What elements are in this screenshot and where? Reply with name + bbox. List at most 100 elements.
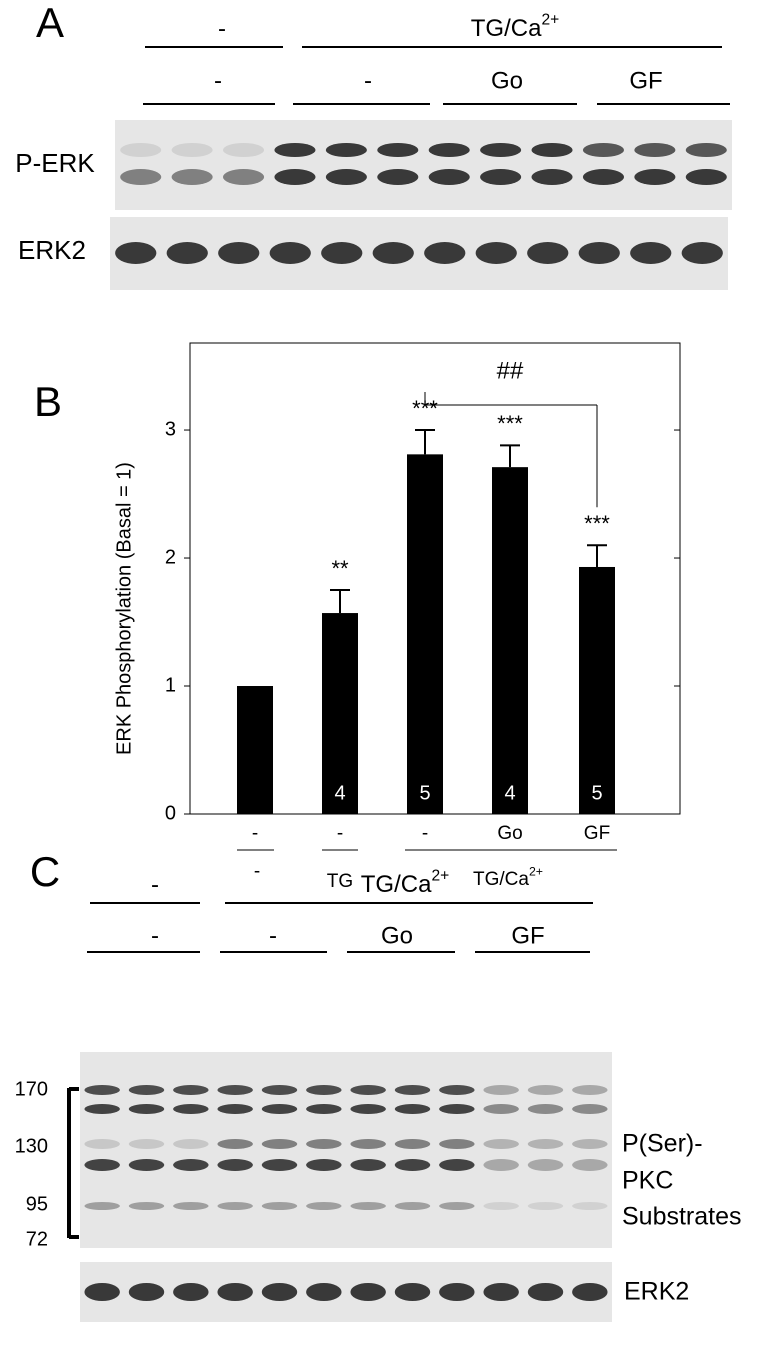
y-tick-label: 2	[165, 546, 176, 568]
group-label: -	[254, 861, 260, 882]
band	[217, 1159, 253, 1171]
header-label: Go	[491, 67, 523, 94]
blot-pser	[80, 1052, 612, 1248]
band	[480, 143, 522, 157]
header-label-sup: 2+	[431, 868, 449, 885]
band	[483, 1085, 519, 1095]
band	[531, 143, 573, 157]
blot-label: ERK2	[624, 1278, 689, 1306]
band	[572, 1085, 608, 1095]
band	[572, 1283, 608, 1301]
band	[128, 1104, 165, 1114]
header-label-sup: 2+	[541, 12, 559, 29]
band	[394, 1202, 431, 1210]
band	[428, 169, 470, 185]
band	[84, 1104, 120, 1114]
band	[274, 143, 316, 157]
mw-marker-label: 130	[15, 1135, 48, 1157]
band	[128, 1085, 165, 1095]
blot-erk2	[110, 217, 728, 290]
band	[350, 1202, 386, 1210]
band	[439, 1202, 475, 1210]
band	[217, 1202, 253, 1210]
band	[439, 1139, 475, 1149]
band	[377, 143, 419, 157]
band	[350, 1085, 386, 1095]
band	[439, 1159, 475, 1171]
band	[630, 242, 672, 264]
group-label-sup: 2+	[529, 865, 543, 879]
bar	[322, 613, 358, 814]
band	[261, 1283, 298, 1301]
band	[394, 1139, 431, 1149]
band	[84, 1085, 120, 1095]
band	[634, 143, 676, 157]
band	[527, 1139, 564, 1149]
band	[483, 1139, 519, 1149]
band	[173, 1139, 209, 1149]
header-label: -	[269, 922, 277, 949]
blot-label: P(Ser)-	[622, 1130, 703, 1158]
header-label: -	[364, 67, 372, 94]
group-label-main: TG/Ca	[473, 869, 529, 890]
blot-p-erk	[115, 120, 732, 210]
header-label: -	[214, 67, 222, 94]
band	[128, 1202, 165, 1210]
header-label: TG/Ca2+	[471, 12, 559, 43]
band	[394, 1159, 431, 1171]
panel-label: B	[34, 378, 62, 425]
y-tick-label: 1	[165, 674, 176, 696]
band	[171, 169, 213, 185]
blot-label: P-ERK	[15, 148, 95, 178]
band	[527, 242, 569, 264]
band	[84, 1139, 120, 1149]
blot-label: PKC	[622, 1167, 673, 1195]
band	[306, 1159, 342, 1171]
band	[306, 1139, 342, 1149]
band	[306, 1104, 342, 1114]
header-label-main: TG/Ca	[471, 15, 542, 42]
x-tick-label: -	[422, 823, 428, 844]
band	[483, 1283, 519, 1301]
header-label: GF	[629, 67, 662, 94]
band	[222, 169, 265, 185]
band	[173, 1283, 209, 1301]
band	[350, 1159, 386, 1171]
panel-label: A	[36, 0, 64, 46]
band	[439, 1283, 475, 1301]
n-label: 4	[334, 782, 345, 804]
band	[261, 1202, 298, 1210]
band	[428, 143, 470, 157]
band	[685, 169, 727, 185]
band	[171, 143, 213, 157]
header-label-main: TG/Ca	[361, 871, 432, 898]
header-label: -	[151, 922, 159, 949]
blot-erk2-c	[80, 1262, 612, 1322]
blot-label: Substrates	[622, 1203, 742, 1231]
band	[527, 1202, 564, 1210]
band	[578, 242, 620, 264]
mw-marker-label: 170	[15, 1078, 48, 1100]
band	[120, 143, 162, 157]
group-label: TG/Ca2+	[473, 865, 543, 890]
band	[84, 1159, 120, 1171]
mw-marker-label: 72	[26, 1228, 48, 1250]
band	[483, 1159, 519, 1171]
band	[218, 242, 260, 264]
header-label: -	[151, 871, 159, 898]
bar	[579, 566, 615, 814]
band	[128, 1159, 165, 1171]
n-label: 4	[504, 782, 515, 804]
band	[269, 242, 311, 264]
band	[527, 1283, 564, 1301]
band	[350, 1283, 386, 1301]
band	[483, 1202, 519, 1210]
band	[394, 1104, 431, 1114]
band	[321, 242, 363, 264]
band	[439, 1104, 475, 1114]
band	[634, 169, 676, 185]
band	[261, 1104, 298, 1114]
n-label: 5	[419, 782, 430, 804]
band	[84, 1283, 120, 1301]
